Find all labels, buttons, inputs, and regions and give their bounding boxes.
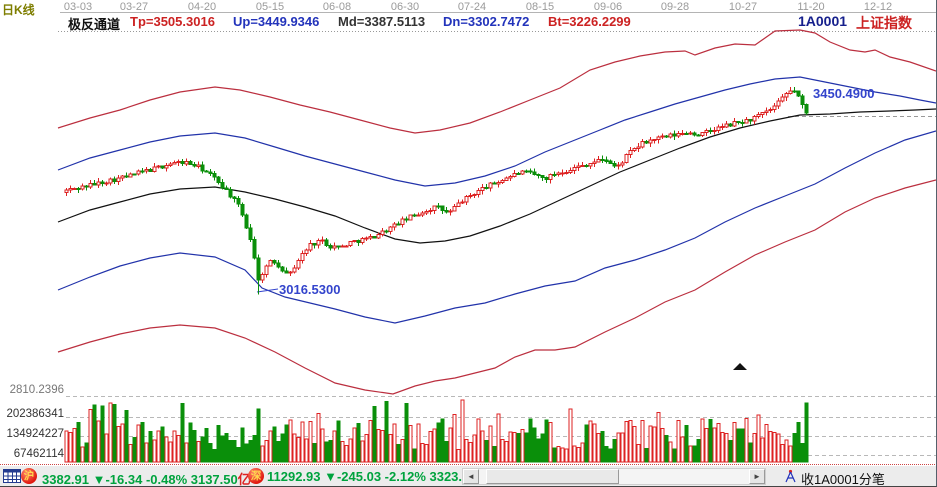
- volume-layer: [64, 399, 809, 463]
- kline-period-label[interactable]: 日K线: [2, 3, 35, 17]
- date-tick: 07-24: [457, 1, 487, 13]
- status-bar: 沪 3382.91 ▼-16.34 -0.48% 3137.50亿 深 1129…: [0, 466, 936, 487]
- symbol-code: 1A0001: [798, 13, 848, 29]
- feed-label: 收1A0001分笔: [801, 472, 885, 487]
- channel-line-tp: [57, 29, 936, 134]
- date-tick: 05-15: [255, 1, 285, 13]
- date-tick: 11-20: [797, 1, 825, 13]
- shanghai-quote: 3382.91 ▼-16.34 -0.48% 3137.50亿: [42, 469, 251, 487]
- volume-axis-label: 67462114: [13, 448, 64, 460]
- indicator-value: Tp=3505.3016: [130, 14, 215, 29]
- volume-axis-label: 202386341: [6, 408, 64, 420]
- marker-triangle: [733, 363, 747, 370]
- indicator-name: 极反通道: [68, 17, 121, 32]
- shanghai-quote-text: 3382.91 ▼-16.34 -0.48% 3137.50: [42, 472, 238, 487]
- indicator-value: Dn=3302.7472: [443, 14, 530, 29]
- high-price-annotation: 3450.4900: [813, 86, 875, 101]
- indicator-value: Bt=3226.2299: [548, 14, 631, 29]
- candles-layer: [64, 87, 809, 295]
- amount-unit: 亿: [237, 472, 251, 487]
- indicator-value: Up=3449.9346: [233, 14, 320, 29]
- date-tick: 03-03: [63, 1, 93, 13]
- indicator-value: Md=3387.5113: [338, 14, 426, 29]
- scroll-left-button[interactable]: ◄: [463, 469, 479, 484]
- channel-line-dn: [57, 130, 936, 324]
- channel-line-bt: [57, 179, 936, 395]
- date-tick: 06-08: [322, 1, 352, 13]
- date-tick: 09-28: [660, 1, 690, 13]
- date-tick: 09-06: [593, 1, 623, 13]
- scroll-thumb[interactable]: [486, 469, 619, 484]
- header-divider: [60, 12, 936, 13]
- symbol-name: 上证指数: [856, 15, 912, 31]
- channel-line-up: [57, 76, 936, 187]
- shenzhen-badge: 深: [248, 468, 264, 484]
- price-axis-label: 2810.2396: [9, 384, 64, 396]
- shanghai-badge: 沪: [21, 468, 37, 484]
- scroll-right-button[interactable]: ►: [749, 469, 765, 484]
- antenna-icon: [785, 469, 796, 483]
- date-tick: 04-20: [187, 1, 217, 13]
- low-price-annotation: 3016.5300: [279, 282, 341, 297]
- date-tick: 12-12: [863, 1, 893, 13]
- table-icon[interactable]: [3, 469, 21, 484]
- date-tick: 03-27: [119, 1, 149, 13]
- horizontal-scrollbar[interactable]: ◄ ►: [462, 468, 766, 485]
- shenzhen-quote: 11292.93 ▼-245.03 -2.12% 3323.: [267, 469, 462, 484]
- volume-axis-label: 134924227: [6, 428, 64, 440]
- channel-line-md: [57, 108, 936, 244]
- date-tick: 10-27: [728, 1, 758, 13]
- date-tick: 06-30: [390, 1, 420, 13]
- statusbar-divider: [0, 464, 936, 465]
- date-tick: 08-15: [525, 1, 555, 13]
